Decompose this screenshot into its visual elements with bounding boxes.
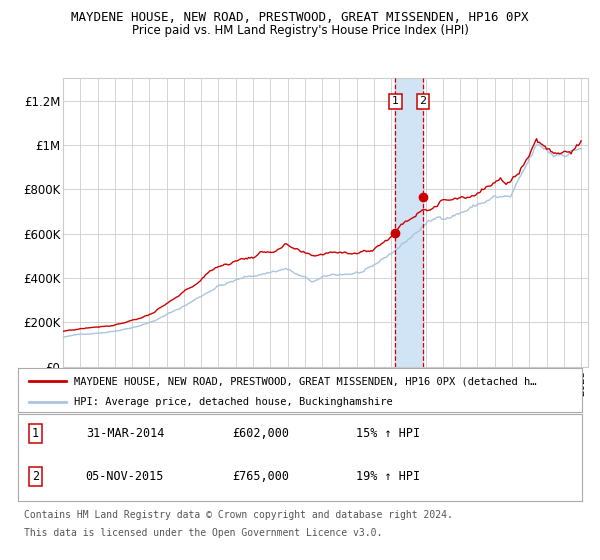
Text: Price paid vs. HM Land Registry's House Price Index (HPI): Price paid vs. HM Land Registry's House … [131,24,469,37]
Text: £602,000: £602,000 [232,427,289,440]
Text: 2: 2 [419,96,427,106]
Text: 31-MAR-2014: 31-MAR-2014 [86,427,164,440]
Text: £765,000: £765,000 [232,470,289,483]
Text: MAYDENE HOUSE, NEW ROAD, PRESTWOOD, GREAT MISSENDEN, HP16 0PX (detached h…: MAYDENE HOUSE, NEW ROAD, PRESTWOOD, GREA… [74,376,537,386]
Text: This data is licensed under the Open Government Licence v3.0.: This data is licensed under the Open Gov… [24,528,382,538]
Text: HPI: Average price, detached house, Buckinghamshire: HPI: Average price, detached house, Buck… [74,397,393,407]
Bar [395,78,423,367]
Text: 1: 1 [32,427,39,440]
Text: 19% ↑ HPI: 19% ↑ HPI [356,470,421,483]
Text: 2: 2 [32,470,39,483]
Text: MAYDENE HOUSE, NEW ROAD, PRESTWOOD, GREAT MISSENDEN, HP16 0PX: MAYDENE HOUSE, NEW ROAD, PRESTWOOD, GREA… [71,11,529,24]
Text: Contains HM Land Registry data © Crown copyright and database right 2024.: Contains HM Land Registry data © Crown c… [24,510,453,520]
Text: 05-NOV-2015: 05-NOV-2015 [86,470,164,483]
Text: 15% ↑ HPI: 15% ↑ HPI [356,427,421,440]
Text: 1: 1 [392,96,399,106]
